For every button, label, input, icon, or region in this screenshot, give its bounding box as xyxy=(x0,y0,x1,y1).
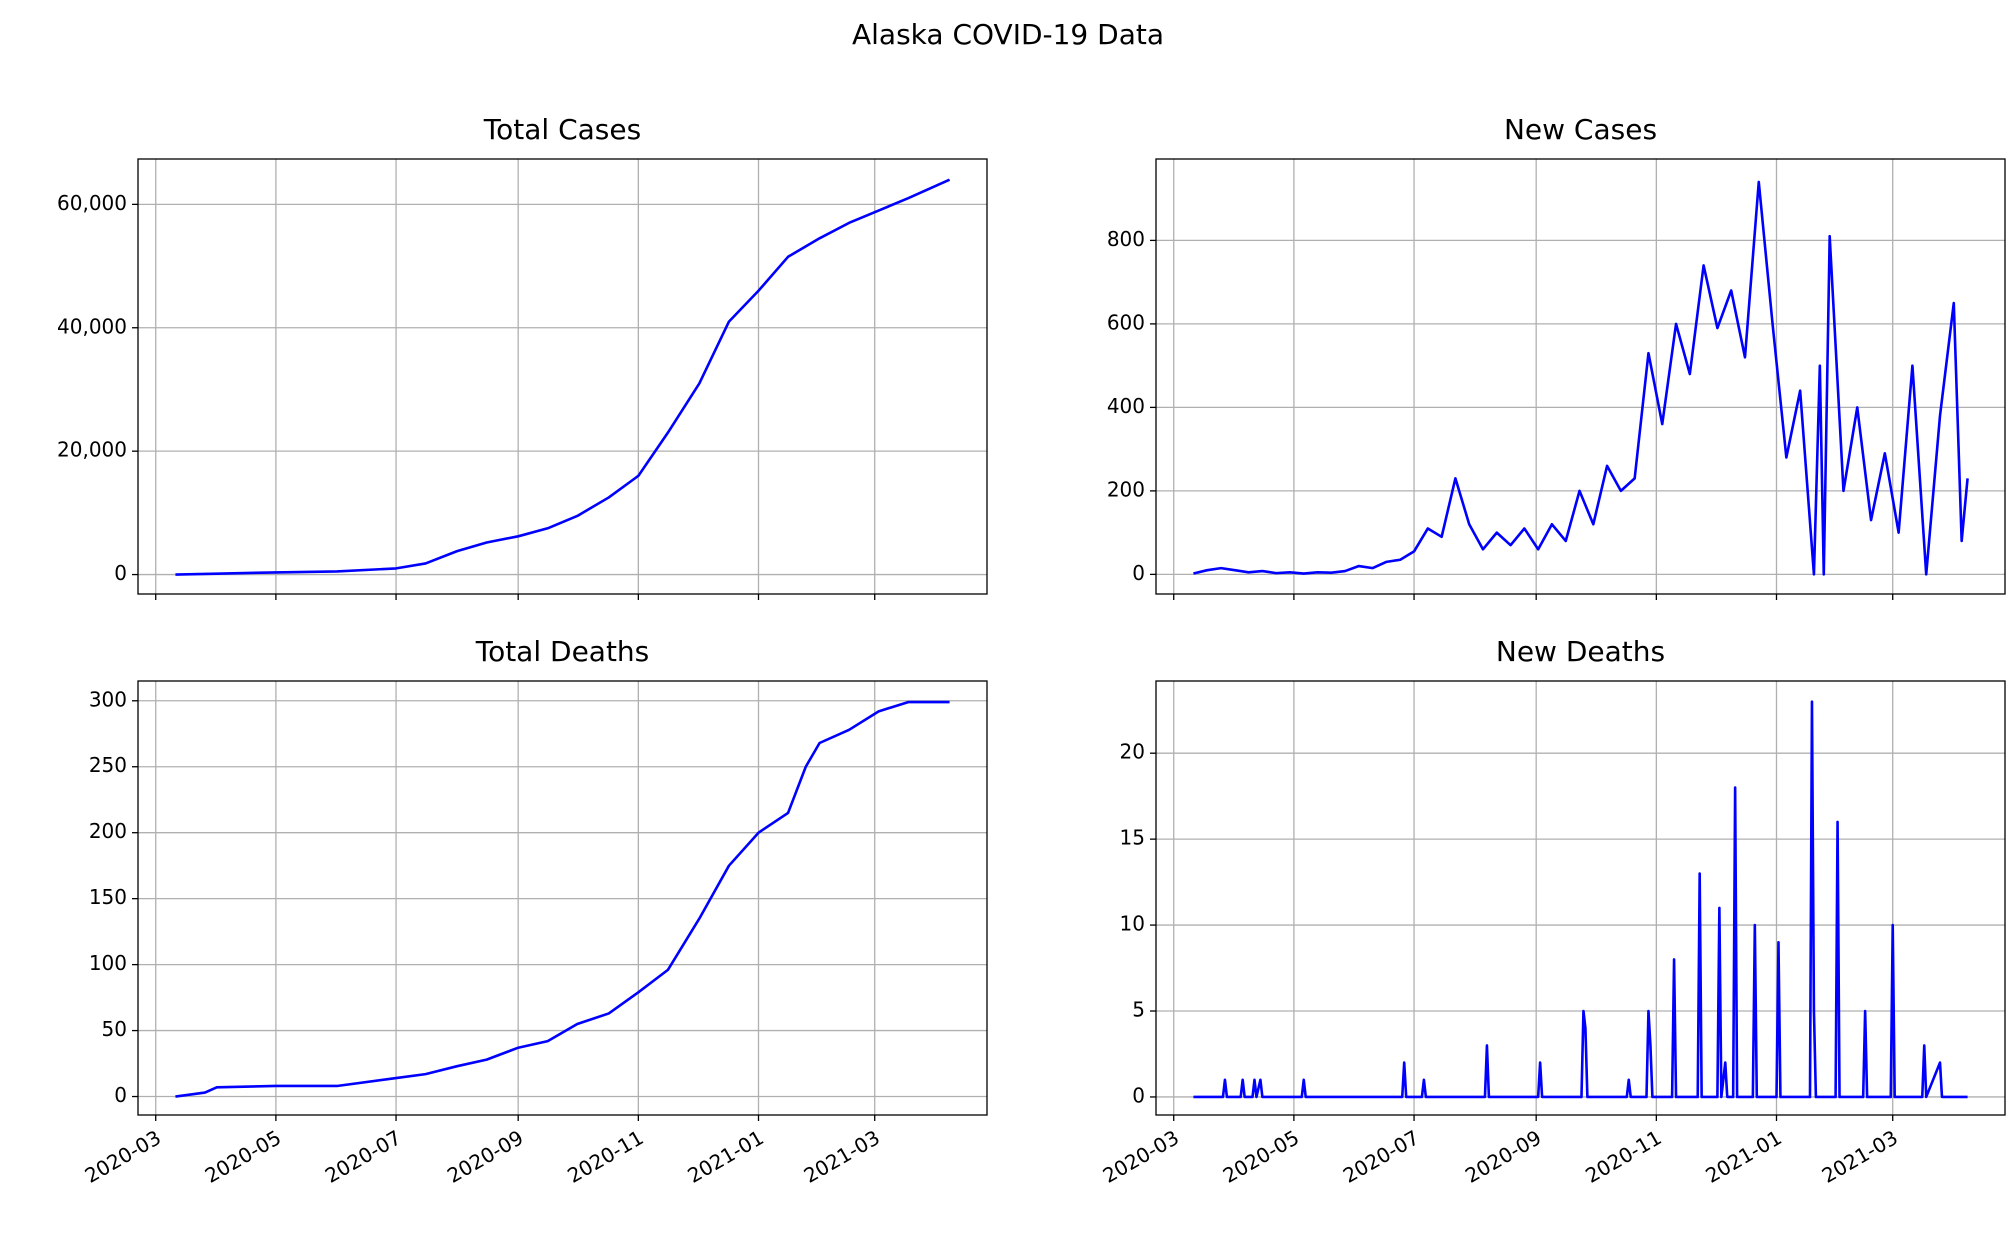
x-tick-label: 2021-03 xyxy=(800,1125,884,1188)
axes-frame xyxy=(137,680,988,1116)
x-tick-label: 2020-03 xyxy=(1099,1125,1183,1188)
figure-title: Alaska COVID-19 Data xyxy=(852,18,1164,51)
y-tick-label: 0 xyxy=(114,561,127,585)
subplot-title: Total Deaths xyxy=(475,635,650,668)
y-tick-label: 200 xyxy=(1107,477,1145,501)
data-line xyxy=(1193,700,1968,1099)
y-tick-label: 10 xyxy=(1120,912,1145,936)
data-line xyxy=(175,700,950,1098)
axes-frame xyxy=(137,158,988,595)
y-tick-label: 800 xyxy=(1107,227,1145,251)
x-tick-label: 2020-07 xyxy=(1339,1125,1423,1188)
x-tick-label: 2020-11 xyxy=(563,1125,647,1188)
x-tick-label: 2021-03 xyxy=(1818,1125,1902,1188)
subplot-title: New Cases xyxy=(1504,113,1657,146)
data-line xyxy=(1193,180,1969,576)
y-tick-label: 15 xyxy=(1120,826,1145,850)
y-tick-label: 60,000 xyxy=(57,191,127,215)
y-tick-label: 20,000 xyxy=(57,438,127,462)
y-tick-label: 600 xyxy=(1107,310,1145,334)
y-tick-label: 300 xyxy=(89,687,127,711)
y-tick-label: 50 xyxy=(102,1017,127,1041)
x-tick-label: 2020-03 xyxy=(81,1125,165,1188)
x-tick-label: 2020-05 xyxy=(1219,1125,1303,1188)
y-tick-label: 0 xyxy=(1132,1083,1145,1107)
x-tick-label: 2020-05 xyxy=(201,1125,285,1188)
axes-frame xyxy=(1155,158,2006,595)
y-tick-label: 150 xyxy=(89,885,127,909)
x-tick-label: 2021-01 xyxy=(683,1125,767,1188)
y-tick-label: 100 xyxy=(89,951,127,975)
x-tick-label: 2020-07 xyxy=(321,1125,405,1188)
x-tick-label: 2020-09 xyxy=(443,1125,527,1188)
y-tick-label: 250 xyxy=(89,753,127,777)
y-tick-label: 40,000 xyxy=(57,314,127,338)
x-tick-label: 2020-09 xyxy=(1461,1125,1545,1188)
y-tick-label: 20 xyxy=(1120,740,1145,764)
y-tick-label: 5 xyxy=(1132,998,1145,1022)
y-tick-label: 200 xyxy=(89,819,127,843)
data-line xyxy=(175,178,951,576)
subplot-title: New Deaths xyxy=(1496,635,1665,668)
x-tick-label: 2020-11 xyxy=(1581,1125,1665,1188)
subplot-title: Total Cases xyxy=(483,113,641,146)
y-tick-label: 0 xyxy=(114,1083,127,1107)
y-tick-label: 0 xyxy=(1132,561,1145,585)
x-tick-label: 2021-01 xyxy=(1701,1125,1785,1188)
y-tick-label: 400 xyxy=(1107,394,1145,418)
axes-frame xyxy=(1155,680,2006,1116)
